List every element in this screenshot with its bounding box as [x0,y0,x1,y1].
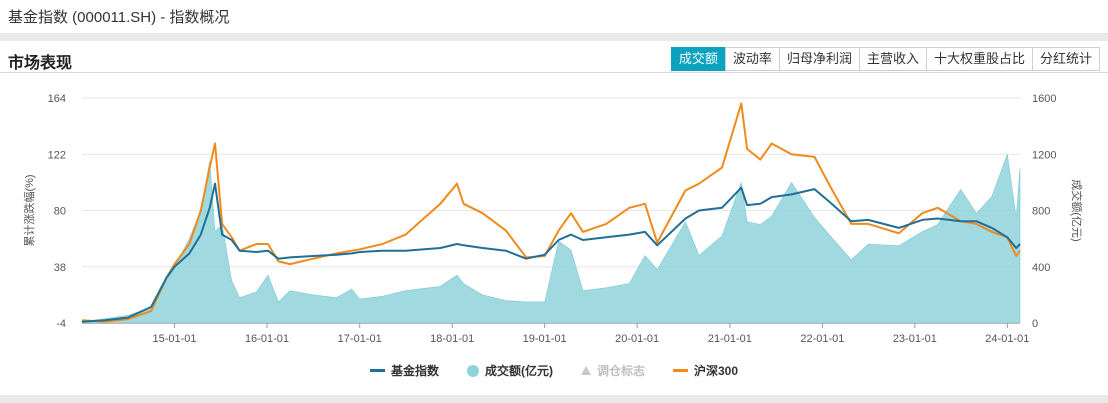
x-tick-label: 18-01-01 [430,333,474,345]
chart-legend: 基金指数 成交额(亿元) 调仓标志 沪深300 [0,362,1108,379]
tab-main-revenue[interactable]: 主营收入 [858,47,927,71]
x-tick-label: 15-01-01 [152,333,196,345]
tab-turnover[interactable]: 成交额 [670,47,726,71]
legend-label: 调仓标志 [596,364,645,378]
metric-tabs: 成交额 波动率 归母净利润 主营收入 十大权重股占比 分红统计 [670,47,1100,71]
legend-triangle-icon [580,366,591,375]
page-title: 基金指数 (000011.SH) - 指数概况 [8,9,230,26]
series-line-fund-index [81,182,1021,323]
legend-item-fund-index[interactable]: 基金指数 [369,362,439,379]
tab-net-profit[interactable]: 归母净利润 [778,47,860,71]
header-rule [0,72,1108,73]
y-left-tick-label: 38 [54,262,66,274]
y-left-tick-label: 122 [48,149,66,161]
tab-top10-weight[interactable]: 十大权重股占比 [925,47,1033,71]
y-left-tick-label: 164 [48,93,66,105]
divider-band [0,33,1108,41]
tab-dividend-stats[interactable]: 分红统计 [1031,47,1100,71]
legend-label: 沪深300 [694,364,739,378]
y-right-tick-label: 1200 [1032,149,1056,161]
x-tick-label: 20-01-01 [615,333,659,345]
legend-item-turnover[interactable]: 成交额(亿元) [466,362,553,379]
x-tick-label: 23-01-01 [893,333,937,345]
legend-line-icon [369,369,385,372]
market-performance-chart: 164 1600 122 1200 80 800 38 400 -4 0 累计涨跌幅(%) 成交额(亿… [22,93,1084,345]
series-area-turnover [81,154,1021,324]
legend-label: 基金指数 [390,364,439,378]
y-right-axis-title: 成交额(亿元) [1070,179,1084,241]
section-header: 市场表现 成交额 波动率 归母净利润 主营收入 十大权重股占比 分红统计 [0,41,1108,73]
tab-volatility[interactable]: 波动率 [724,47,780,71]
x-tick-label: 16-01-01 [245,333,289,345]
y-right-tick-label: 1600 [1032,93,1056,105]
legend-item-hs300[interactable]: 沪深300 [673,362,738,379]
x-tick-label: 24-01-01 [985,333,1029,345]
x-tick-label: 19-01-01 [523,333,567,345]
legend-item-rebalance[interactable]: 调仓标志 [580,362,645,379]
x-tick-label: 22-01-01 [800,333,844,345]
y-left-axis-title: 累计涨跌幅(%) [22,174,36,246]
section-title: 市场表现 [8,55,73,72]
y-right-tick-label: 0 [1032,318,1038,330]
y-left-tick-label: -4 [56,318,66,330]
x-tick-label: 21-01-01 [708,333,752,345]
x-tick-label: 17-01-01 [338,333,382,345]
y-right-tick-label: 800 [1032,206,1050,218]
legend-label: 成交额(亿元) [484,364,553,378]
legend-dot-icon [466,364,479,377]
y-right-tick-label: 400 [1032,262,1050,274]
y-left-tick-label: 80 [54,206,66,218]
legend-line-icon [673,369,688,372]
bottom-band [0,395,1108,403]
